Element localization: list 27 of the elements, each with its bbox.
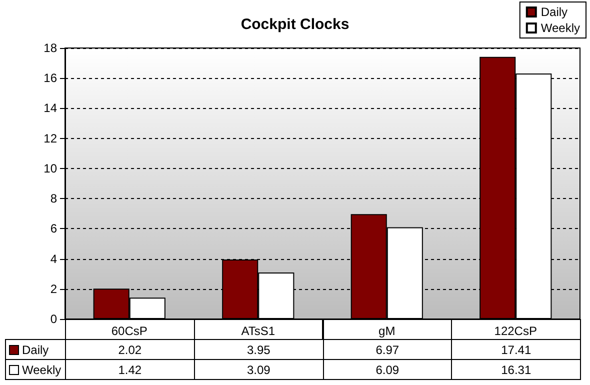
text: Daily (22, 342, 49, 356)
data-label: 17.41 (452, 340, 580, 360)
y-tick-label: 8 (50, 192, 58, 206)
data-label: 2.02 (66, 340, 194, 360)
data-label: 6.09 (323, 360, 452, 380)
y-tick-label: 12 (44, 131, 58, 146)
data-label: 1.42 (66, 360, 194, 380)
y-tick-label: 14 (44, 101, 58, 116)
data-label: 6.97 (323, 340, 452, 360)
data-label: 3.95 (194, 340, 323, 360)
chart-title: Cockpit Clocks (240, 16, 350, 33)
data-label: 16.31 (452, 360, 580, 380)
y-tick-label: 6 (50, 222, 58, 236)
legend-label: Weekly (540, 21, 580, 35)
y-tick-label: 18 (44, 41, 58, 55)
y-tick-label: 0 (50, 312, 58, 326)
y-tick-label: 4 (50, 252, 58, 266)
x-tick-label: 122CsP (494, 324, 537, 338)
y-tick-label: 16 (44, 71, 58, 86)
data-label: 3.09 (194, 360, 323, 380)
x-tick-label: ATsS1 (241, 324, 276, 338)
y-tick-label: 2 (50, 282, 58, 296)
x-tick-label: 60CsP (111, 324, 148, 338)
text: Weekly (22, 362, 62, 376)
y-tick-label: 10 (44, 161, 58, 176)
legend-label: Daily (540, 5, 568, 19)
x-tick-label: gM (378, 324, 396, 338)
